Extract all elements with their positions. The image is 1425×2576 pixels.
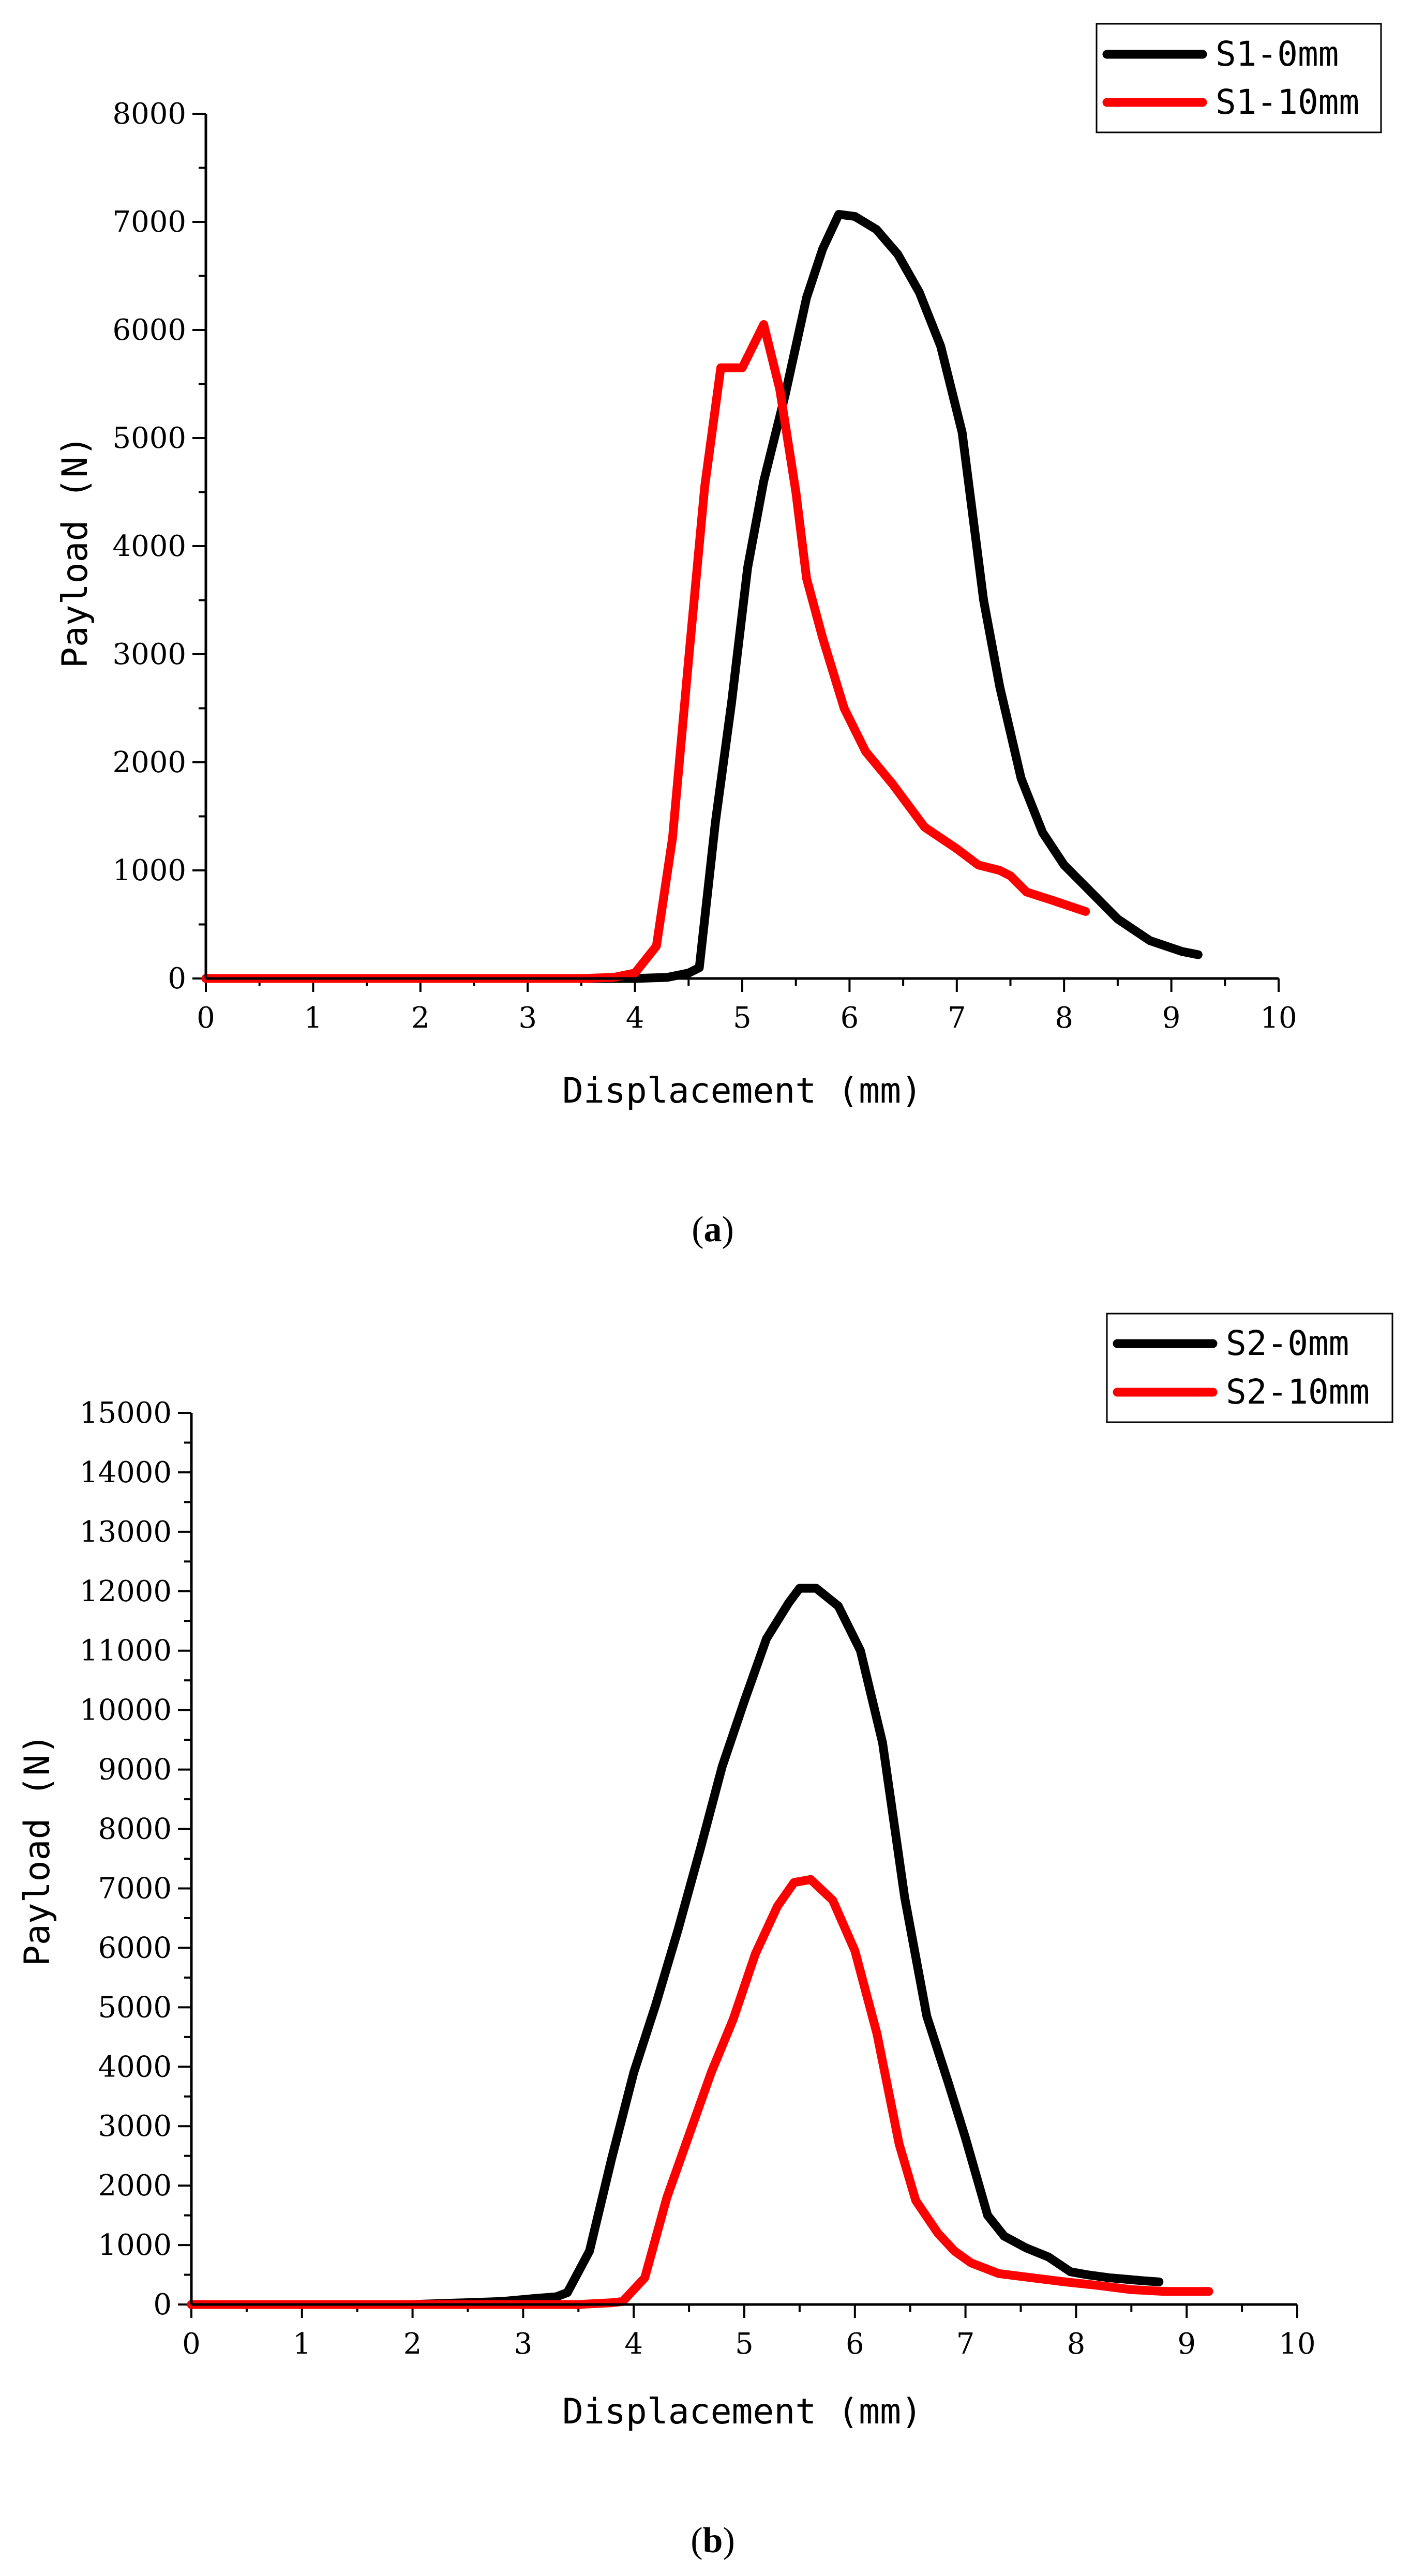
legend-label-s2-10mm: S2-10mm: [1226, 1372, 1370, 1412]
x-tick-label: 3: [514, 2327, 533, 2361]
x-tick-label: 8: [1067, 2327, 1086, 2361]
x-tick-label: 1: [293, 2327, 311, 2361]
x-tick-label: 9: [1177, 2327, 1196, 2361]
y-axis-title: Payload (N): [55, 435, 96, 668]
x-tick-label: 7: [948, 1001, 966, 1035]
axes: [204, 114, 1279, 980]
series-lines: [201, 209, 1203, 983]
y-tick-label: 6000: [112, 313, 186, 347]
svg-text:(a): (a): [692, 1210, 734, 1249]
x-tick-label: 1: [304, 1001, 323, 1035]
y-tick-label: 3000: [98, 2110, 172, 2143]
svg-text:(b): (b): [691, 2521, 735, 2560]
series-lines: [187, 1584, 1213, 2309]
x-tick-label: 0: [197, 1001, 215, 1035]
y-tick-label: 4000: [98, 2050, 172, 2084]
series-line-s2-10mm: [187, 1875, 1213, 2309]
y-axis-title: Payload (N): [17, 1734, 58, 1966]
y-tick-label: 1000: [98, 2228, 172, 2262]
y-tick-label: 8000: [112, 97, 186, 131]
y-tick-label: 1000: [112, 854, 186, 887]
y-tick-label: 7000: [112, 205, 186, 239]
y-tick-label: 6000: [98, 1931, 172, 1965]
series-line-s1-10mm: [201, 320, 1090, 983]
y-tick-label: 0: [153, 2288, 172, 2322]
x-tick-label: 6: [841, 1001, 859, 1035]
x-tick-label: 5: [733, 1001, 752, 1035]
legend: S1-0mm S1-10mm: [1096, 23, 1382, 133]
y-tick-label: 11000: [80, 1634, 172, 1668]
y-tick-label: 2000: [112, 746, 186, 779]
axes: [190, 1413, 1297, 2306]
legend-box: [1096, 23, 1382, 133]
x-tick-label: 5: [735, 2327, 754, 2361]
chart-panel-a: Payload (N) Displacement (mm) 0 1 2 3 4 5 6 7 8 9…: [55, 23, 1382, 1249]
x-tick-label: 2: [411, 1001, 430, 1035]
x-tick-label: 0: [182, 2327, 201, 2361]
legend-label-s2-0mm: S2-0mm: [1226, 1323, 1349, 1363]
y-tick-label: 5000: [98, 1991, 172, 2024]
y-tick-label: 0: [168, 962, 186, 996]
chart-panel-b: Payload (N) Displacement (mm) 0 1 2 3 4 5 6 7 8 9…: [17, 1313, 1393, 2560]
caption-b: (b): [691, 2521, 735, 2560]
x-axis-title: Displacement (mm): [562, 2391, 922, 2432]
legend-label-s1-10mm: S1-10mm: [1216, 82, 1359, 122]
x-tick-label: 9: [1162, 1001, 1181, 1035]
x-tick-label: 4: [624, 2327, 643, 2361]
y-tick-label: 8000: [98, 1813, 172, 1846]
caption-label: b: [703, 2521, 723, 2560]
x-tick-label: 6: [846, 2327, 864, 2361]
y-tick-label: 4000: [112, 530, 186, 563]
caption-label: a: [704, 1210, 722, 1249]
legend: S2-0mm S2-10mm: [1106, 1313, 1393, 1423]
y-tick-label: 10000: [80, 1694, 172, 1727]
y-tick-label: 2000: [98, 2169, 172, 2203]
y-tick-label: 3000: [112, 638, 186, 671]
y-tick-label: 5000: [112, 421, 186, 455]
x-tick-label: 8: [1055, 1001, 1073, 1035]
y-tick-label: 12000: [80, 1575, 172, 1608]
x-axis-title: Displacement (mm): [562, 1071, 922, 1111]
y-tick-label: 15000: [80, 1396, 172, 1430]
axis-ticks: 0 1 2 3 4 5 6 7 8 9 10 0 1000 2000 3000 4000 5000 6000 700…: [80, 1396, 1316, 2361]
x-tick-label: 7: [956, 2327, 975, 2361]
series-line-s2-0mm: [187, 1584, 1164, 2309]
legend-label-s1-0mm: S1-0mm: [1216, 34, 1339, 74]
x-tick-label: 10: [1279, 2327, 1315, 2361]
legend-box: [1106, 1313, 1393, 1423]
y-tick-label: 9000: [98, 1753, 172, 1787]
y-tick-label: 14000: [80, 1456, 172, 1489]
y-tick-label: 13000: [80, 1515, 172, 1549]
y-tick-label: 7000: [98, 1872, 172, 1905]
axis-ticks: 0 1 2 3 4 5 6 7 8 9 10 0 1000 2000 3000 4000 5000 6000 700…: [112, 97, 1297, 1035]
x-tick-label: 2: [403, 2327, 422, 2361]
x-tick-label: 10: [1260, 1001, 1297, 1035]
x-tick-label: 4: [626, 1001, 644, 1035]
x-tick-label: 3: [518, 1001, 537, 1035]
caption-a: (a): [692, 1210, 734, 1249]
series-line-s1-0mm: [201, 209, 1203, 983]
